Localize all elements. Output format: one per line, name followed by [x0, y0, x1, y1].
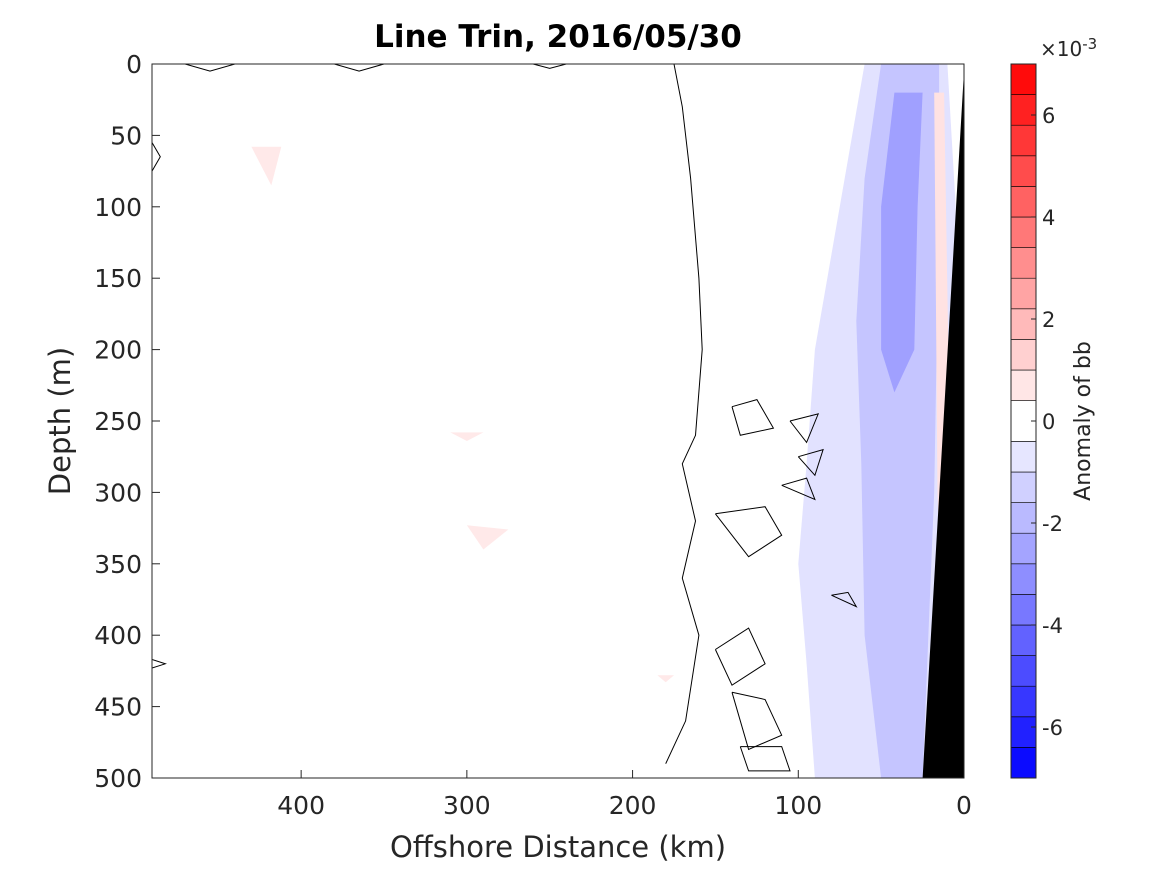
colorbar-multiplier-exponent: -3	[1082, 35, 1097, 53]
colorbar: -6 -4 -2 0 2 4 6	[1010, 63, 1063, 779]
zero-contour-line	[715, 506, 783, 558]
colorbar-swatch	[1010, 155, 1037, 187]
colorbar-swatch	[1010, 216, 1037, 248]
colorbar-swatch	[1010, 563, 1037, 595]
colorbar-swatch	[1010, 502, 1037, 534]
x-tick-label: 100	[774, 791, 822, 820]
zero-contour-line	[152, 659, 167, 669]
zero-contour-line	[731, 399, 775, 436]
y-tick-label: 150	[94, 264, 142, 293]
anomaly-region-patch-positive-2	[450, 432, 484, 441]
y-tick-label: 100	[94, 193, 142, 222]
colorbar-swatch	[1010, 124, 1037, 157]
colorbar-tick-label: 2	[1042, 308, 1055, 332]
y-tick-label: 250	[94, 407, 142, 436]
y-tick-label: 400	[94, 621, 142, 650]
zero-contours	[152, 64, 858, 772]
zero-contour-line	[334, 64, 385, 72]
colorbar-swatch	[1010, 441, 1037, 473]
colorbar-multiplier: ×10-3	[1040, 35, 1097, 61]
y-axis-label: Depth (m)	[43, 347, 77, 495]
y-tick-label: 450	[94, 693, 142, 722]
zero-contour-line	[184, 64, 236, 72]
colorbar-swatch	[1010, 685, 1037, 718]
chart-title: Line Trin, 2016/05/30	[374, 19, 742, 55]
zero-contour-line	[714, 627, 766, 686]
y-tick-label: 300	[94, 478, 142, 507]
x-tick-label: 200	[609, 791, 657, 820]
x-axis-label: Offshore Distance (km)	[390, 830, 726, 864]
colorbar-tick-label: 0	[1042, 410, 1055, 434]
anomaly-region-patch-positive-3	[466, 525, 509, 550]
colorbar-tick-label: 4	[1042, 206, 1055, 230]
anomaly-regions	[251, 64, 956, 778]
zero-contour-line	[532, 64, 567, 69]
y-tick-label: 500	[94, 764, 142, 793]
colorbar-swatch	[1010, 277, 1037, 310]
colorbar-swatch	[1010, 247, 1037, 279]
colorbar-swatch	[1010, 624, 1037, 656]
bathymetry	[922, 64, 964, 778]
x-axis: 400 300 200 100 0	[277, 770, 972, 820]
colorbar-swatch	[1010, 308, 1037, 340]
colorbar-tick-label: 6	[1042, 104, 1055, 128]
anomaly-region-coastal-negative-band-mid	[856, 64, 940, 778]
zero-contour-line	[152, 142, 161, 172]
colorbar-swatch	[1010, 94, 1037, 126]
y-tick-label: 0	[126, 50, 142, 79]
zero-contour-line	[781, 477, 816, 501]
colorbar-multiplier-base: ×10	[1040, 37, 1082, 61]
colorbar-swatch	[1010, 747, 1037, 779]
zero-contour-line	[731, 691, 783, 751]
colorbar-swatch	[1010, 186, 1037, 218]
colorbar-swatch	[1010, 532, 1037, 565]
zero-contour-line	[789, 413, 820, 444]
colorbar-swatch	[1010, 369, 1037, 401]
x-tick-label: 0	[956, 791, 972, 820]
anomaly-region-coastal-negative-core	[881, 92, 923, 393]
anomaly-region-patch-positive-1	[251, 146, 282, 186]
y-tick-label: 50	[110, 121, 142, 150]
anomaly-region-patch-positive-4	[657, 675, 674, 683]
colorbar-swatch	[1010, 655, 1037, 687]
colorbar-swatch	[1010, 471, 1037, 503]
colorbar-swatch	[1010, 594, 1037, 626]
colorbar-swatch	[1010, 339, 1037, 371]
zero-contour-line	[797, 448, 824, 477]
bathymetry-polygon	[922, 64, 964, 778]
zero-contour-line	[831, 591, 858, 608]
colorbar-tick-label: -4	[1042, 614, 1063, 638]
colorbar-label: Anomaly of bb	[1071, 341, 1096, 501]
zero-contour-line	[739, 746, 791, 772]
x-tick-label: 300	[443, 791, 491, 820]
colorbar-tick-label: -6	[1042, 716, 1063, 740]
colorbar-tick-label: -2	[1042, 512, 1063, 536]
y-axis: 0 50 100 150 200 250 300 350 400 450 500	[94, 50, 160, 793]
y-tick-label: 350	[94, 550, 142, 579]
colorbar-swatch	[1010, 63, 1037, 95]
x-tick-label: 400	[277, 791, 325, 820]
y-tick-label: 200	[94, 336, 142, 365]
colorbar-swatch	[1010, 716, 1037, 748]
zero-contour-line	[665, 64, 703, 764]
